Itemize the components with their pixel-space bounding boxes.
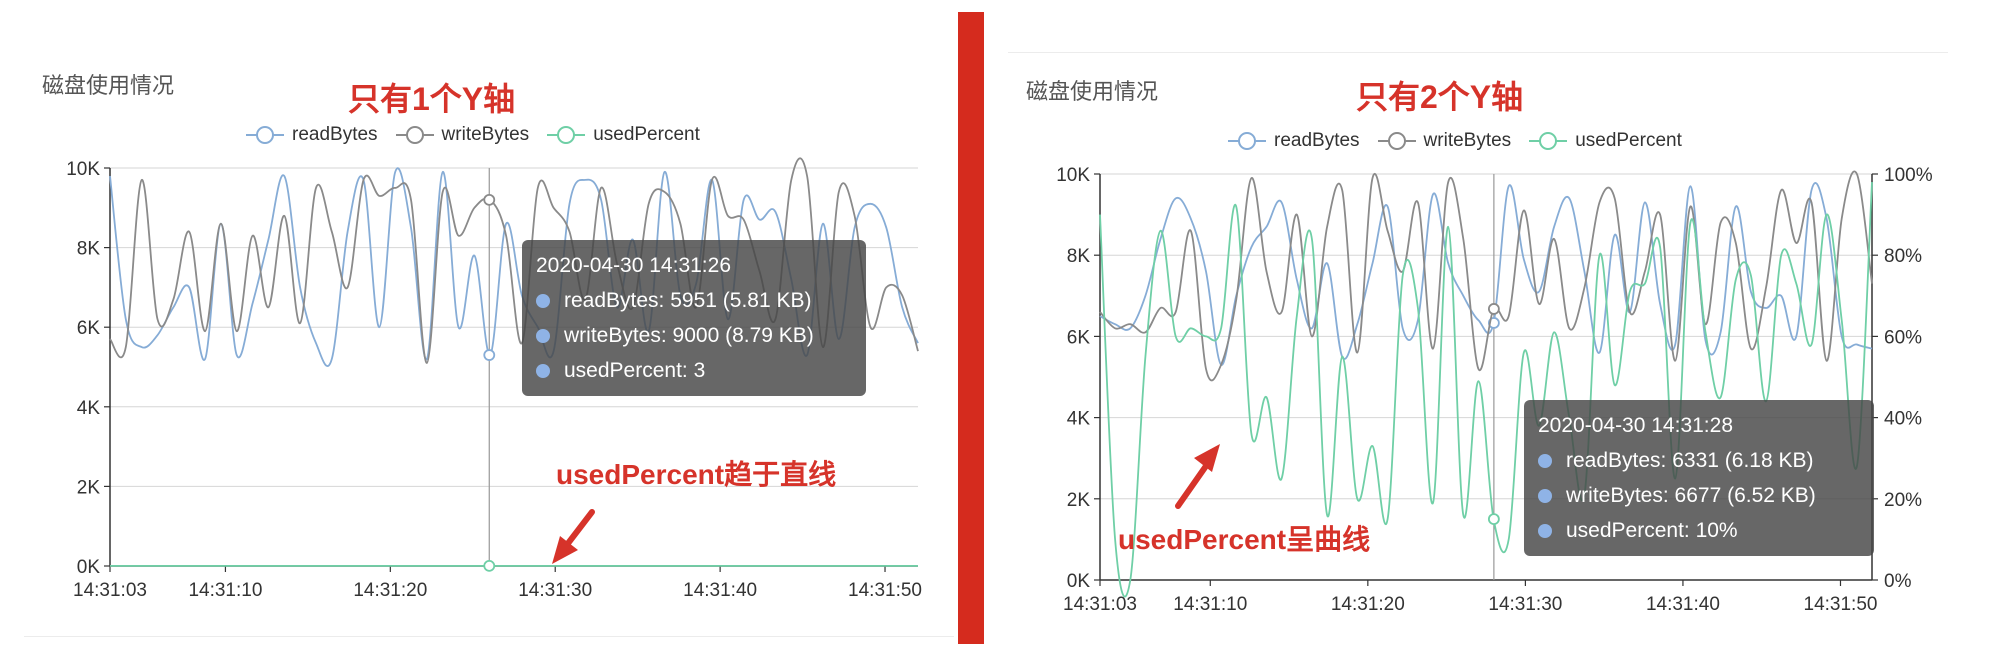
x-tick-label: 14:31:50	[1804, 594, 1878, 615]
right-arrow-icon	[1175, 444, 1220, 509]
dot-icon	[536, 328, 550, 343]
tooltip-row-text: usedPercent: 3	[564, 359, 706, 382]
left-note: usedPercent趋于直线	[556, 459, 837, 490]
cursor-point-usedPercent	[1487, 513, 1500, 525]
dot-icon	[1538, 488, 1552, 503]
tooltip-row-text: writeBytes: 9000 (8.79 KB)	[564, 324, 814, 347]
tooltip-row-text: readBytes: 6331 (6.18 KB)	[1566, 449, 1814, 472]
legend-line-icon	[1228, 132, 1266, 150]
y-tick-label: 6K	[77, 318, 101, 339]
legend-label: writeBytes	[1423, 130, 1512, 151]
y-tick-label: 6K	[1067, 327, 1091, 348]
legend-label: readBytes	[292, 124, 378, 145]
cursor-point-usedPercent	[483, 559, 496, 572]
cursor-point-readBytes	[483, 349, 496, 361]
y-tick-label: 2K	[1067, 490, 1091, 511]
cursor-point-writeBytes	[1487, 303, 1500, 315]
y-tick-label: 10K	[66, 159, 100, 180]
tooltip-row-text: usedPercent: 10%	[1566, 519, 1738, 542]
legend-line-icon	[246, 126, 284, 144]
x-tick-label: 14:31:10	[1173, 594, 1247, 615]
x-tick-label: 14:31:30	[1488, 594, 1562, 615]
legend-label: usedPercent	[1575, 130, 1682, 151]
series-line-usedPercent	[1099, 182, 1873, 598]
dot-icon	[1538, 523, 1552, 538]
legend-item-writeBytes[interactable]: writeBytes	[395, 124, 530, 146]
right-tooltip: 2020-04-30 14:31:28 readBytes: 6331 (6.1…	[1524, 400, 1874, 556]
right-note: usedPercent呈曲线	[1118, 524, 1371, 555]
x-tick-label: 14:31:20	[353, 580, 427, 601]
x-tick-label: 14:31:03	[73, 580, 147, 601]
tooltip-row-text: readBytes: 5951 (5.81 KB)	[564, 289, 812, 312]
left-tooltip: 2020-04-30 14:31:26 readBytes: 5951 (5.8…	[522, 240, 866, 396]
right-annotation-title: 只有2个Y轴	[1356, 79, 1524, 115]
series-line-writeBytes	[1099, 170, 1873, 382]
y-tick-label: 8K	[1067, 246, 1091, 267]
left-panel-bottom-border	[24, 636, 954, 637]
y2-tick-label: 40%	[1884, 409, 1922, 430]
tooltip-row-text: writeBytes: 6677 (6.52 KB)	[1566, 484, 1816, 507]
tooltip-time: 2020-04-30 14:31:26	[536, 254, 731, 277]
divider-bar	[958, 12, 984, 644]
legend-item-usedPercent[interactable]: usedPercent	[1529, 130, 1682, 152]
right-chart-panel: 磁盘使用情况 只有2个Y轴 readBytes writeBytes usedP…	[1002, 0, 2000, 648]
legend-label: usedPercent	[593, 124, 700, 145]
right-line-chart[interactable]: 0K 2K 4K 6K 8K 10K 0% 20% 40% 60% 80% 100% 14:31:03 1…	[1002, 0, 2000, 648]
left-arrow-icon	[552, 509, 595, 564]
right-panel-top-border	[1008, 52, 1948, 53]
dot-icon	[536, 293, 550, 308]
tooltip-time: 2020-04-30 14:31:28	[1538, 414, 1733, 437]
y2-tick-label: 60%	[1884, 327, 1922, 348]
y-tick-label: 0K	[77, 557, 101, 578]
x-tick-label: 14:31:03	[1063, 594, 1137, 615]
left-chart-panel: 磁盘使用情况 只有1个Y轴 readBytes writeBytes usedP…	[0, 0, 958, 648]
legend-item-usedPercent[interactable]: usedPercent	[547, 124, 700, 146]
legend-label: writeBytes	[441, 124, 530, 145]
tooltip-row: readBytes: 6331 (6.18 KB)	[1538, 443, 1860, 478]
y2-tick-label: 0%	[1884, 571, 1912, 592]
legend-label: readBytes	[1274, 130, 1360, 151]
y-tick-label: 0K	[1067, 571, 1091, 592]
y-tick-label: 2K	[77, 477, 101, 498]
y-tick-label: 8K	[77, 239, 101, 260]
y2-tick-label: 20%	[1884, 490, 1922, 511]
x-tick-label: 14:31:10	[188, 580, 262, 601]
tooltip-row: readBytes: 5951 (5.81 KB)	[536, 283, 852, 318]
x-tick-label: 14:31:50	[848, 580, 922, 601]
right-legend: readBytes writeBytes usedPercent	[1228, 130, 1682, 152]
y-tick-label: 10K	[1056, 165, 1090, 186]
tooltip-row: writeBytes: 9000 (8.79 KB)	[536, 318, 852, 353]
legend-item-readBytes[interactable]: readBytes	[1228, 130, 1360, 152]
left-legend: readBytes writeBytes usedPercent	[246, 124, 700, 146]
y-tick-label: 4K	[77, 398, 101, 419]
x-tick-label: 14:31:20	[1331, 594, 1405, 615]
tooltip-row: writeBytes: 6677 (6.52 KB)	[1538, 478, 1860, 513]
y2-tick-label: 100%	[1884, 165, 1933, 186]
x-tick-label: 14:31:30	[518, 580, 592, 601]
x-tick-label: 14:31:40	[1646, 594, 1720, 615]
left-panel-title: 磁盘使用情况	[42, 73, 175, 98]
y2-tick-label: 80%	[1884, 246, 1922, 267]
left-annotation-title: 只有1个Y轴	[348, 81, 516, 117]
legend-line-icon	[1529, 132, 1568, 150]
left-line-chart[interactable]: 0K 2K 4K 6K 8K 10K 14:31:03 14:31:10 14:31:20 14:…	[0, 0, 958, 648]
cursor-point-writeBytes	[483, 193, 496, 206]
legend-item-writeBytes[interactable]: writeBytes	[1377, 130, 1512, 152]
x-tick-label: 14:31:40	[683, 580, 757, 601]
right-panel-title: 磁盘使用情况	[1026, 79, 1159, 104]
y-tick-label: 4K	[1067, 409, 1091, 430]
legend-line-icon	[547, 126, 586, 144]
tooltip-row: usedPercent: 10%	[1538, 513, 1860, 548]
dot-icon	[536, 363, 550, 378]
legend-line-icon	[1377, 132, 1416, 150]
tooltip-row: usedPercent: 3	[536, 353, 852, 388]
legend-line-icon	[395, 126, 434, 144]
dot-icon	[1538, 453, 1552, 468]
legend-item-readBytes[interactable]: readBytes	[246, 124, 378, 146]
